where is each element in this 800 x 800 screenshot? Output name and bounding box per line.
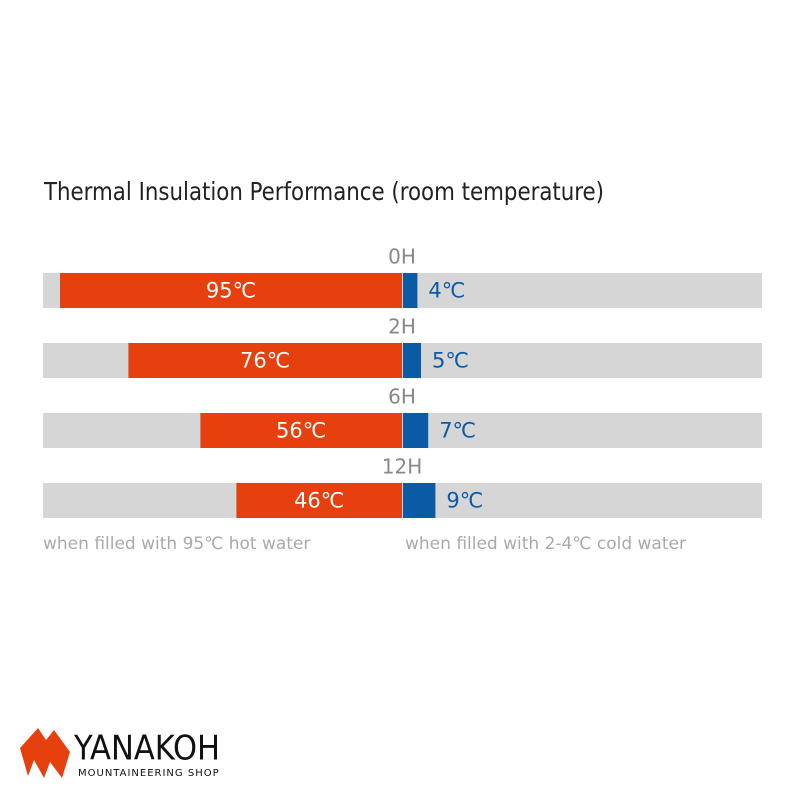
legend-label: when filled with 2-4℃ cold water [405,534,686,554]
value-label: 46℃ [294,489,344,513]
value-label: 4℃ [428,279,465,303]
bar [403,273,418,308]
legend-label: when filled with 95℃ hot water [43,534,310,554]
track [43,483,762,518]
logo-icon [20,728,70,778]
logo-name: YANAKOH [73,729,220,769]
bar [403,483,436,518]
bar [236,483,402,518]
logo: YANAKOH MOUNTAINEERING SHOP [20,728,220,779]
chart-title: Thermal Insulation Performance (room tem… [43,177,604,206]
value-label: 9℃ [446,489,483,513]
row-label: 0H [388,245,416,269]
bar [403,343,421,378]
value-label: 56℃ [276,419,326,443]
bar [60,273,402,308]
value-label: 76℃ [240,349,290,373]
bar [200,413,402,448]
value-label: 95℃ [206,279,256,303]
logo-tagline: MOUNTAINEERING SHOP [78,768,220,779]
bar [128,343,402,378]
track [43,413,762,448]
row-label: 12H [382,455,423,479]
value-label: 7℃ [439,419,476,443]
value-label: 5℃ [432,349,469,373]
bar [403,413,429,448]
row-label: 2H [388,315,416,339]
row-label: 6H [388,385,416,409]
